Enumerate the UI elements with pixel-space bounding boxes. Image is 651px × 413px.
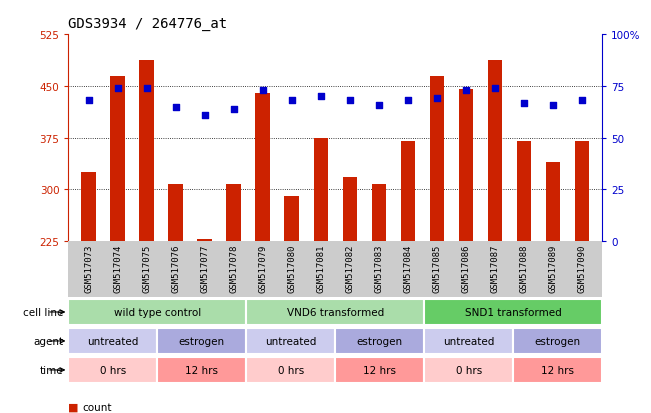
- Text: estrogen: estrogen: [179, 336, 225, 346]
- Point: [286, 98, 297, 104]
- Text: estrogen: estrogen: [534, 336, 581, 346]
- Text: GSM517084: GSM517084: [404, 244, 412, 293]
- Bar: [400, 142, 415, 242]
- Text: count: count: [83, 402, 112, 412]
- Text: GSM517077: GSM517077: [201, 244, 209, 293]
- Point: [432, 96, 442, 102]
- Text: 12 hrs: 12 hrs: [186, 365, 218, 375]
- Bar: [314, 138, 328, 242]
- Text: SND1 transformed: SND1 transformed: [465, 307, 562, 317]
- Text: GDS3934 / 264776_at: GDS3934 / 264776_at: [68, 17, 227, 31]
- Bar: [335, 328, 424, 354]
- Text: GSM517073: GSM517073: [84, 244, 93, 293]
- Text: GSM517088: GSM517088: [519, 244, 529, 293]
- Text: VND6 transformed: VND6 transformed: [286, 307, 384, 317]
- Text: wild type control: wild type control: [114, 307, 201, 317]
- Bar: [246, 328, 335, 354]
- Bar: [139, 61, 154, 242]
- Point: [113, 85, 123, 92]
- Bar: [197, 240, 212, 242]
- Point: [577, 98, 587, 104]
- Bar: [68, 299, 246, 325]
- Bar: [158, 357, 246, 383]
- Bar: [424, 328, 513, 354]
- Text: agent: agent: [33, 336, 63, 346]
- Bar: [158, 328, 246, 354]
- Text: GSM517079: GSM517079: [258, 244, 267, 293]
- Text: untreated: untreated: [443, 336, 494, 346]
- Bar: [284, 197, 299, 242]
- Text: GSM517083: GSM517083: [374, 244, 383, 293]
- Text: 12 hrs: 12 hrs: [541, 365, 574, 375]
- Text: GSM517082: GSM517082: [345, 244, 354, 293]
- Text: cell line: cell line: [23, 307, 63, 317]
- Bar: [169, 185, 183, 242]
- Text: GSM517089: GSM517089: [548, 244, 557, 293]
- Bar: [513, 357, 602, 383]
- Bar: [517, 142, 531, 242]
- Text: GSM517078: GSM517078: [229, 244, 238, 293]
- Text: GSM517075: GSM517075: [142, 244, 151, 293]
- Bar: [246, 299, 424, 325]
- Point: [461, 88, 471, 94]
- Text: untreated: untreated: [265, 336, 316, 346]
- Bar: [68, 357, 158, 383]
- Bar: [424, 299, 602, 325]
- Text: estrogen: estrogen: [357, 336, 403, 346]
- Text: 12 hrs: 12 hrs: [363, 365, 396, 375]
- Bar: [342, 178, 357, 242]
- Bar: [513, 328, 602, 354]
- Bar: [246, 357, 335, 383]
- Point: [519, 100, 529, 107]
- Text: GSM517074: GSM517074: [113, 244, 122, 293]
- Point: [344, 98, 355, 104]
- Text: GSM517080: GSM517080: [287, 244, 296, 293]
- Bar: [488, 61, 502, 242]
- Text: GSM517081: GSM517081: [316, 244, 326, 293]
- Text: GSM517076: GSM517076: [171, 244, 180, 293]
- Bar: [81, 173, 96, 242]
- Bar: [546, 162, 560, 242]
- Text: 0 hrs: 0 hrs: [456, 365, 482, 375]
- Point: [141, 85, 152, 92]
- Bar: [430, 76, 444, 242]
- Text: GSM517090: GSM517090: [577, 244, 587, 293]
- Text: GSM517085: GSM517085: [432, 244, 441, 293]
- Point: [199, 112, 210, 119]
- Bar: [372, 185, 386, 242]
- Text: 0 hrs: 0 hrs: [278, 365, 304, 375]
- Text: time: time: [40, 365, 63, 375]
- Bar: [335, 357, 424, 383]
- Text: 0 hrs: 0 hrs: [100, 365, 126, 375]
- Bar: [255, 94, 270, 242]
- Text: ■: ■: [68, 402, 79, 412]
- Point: [402, 98, 413, 104]
- Point: [316, 94, 326, 100]
- Point: [83, 98, 94, 104]
- Bar: [68, 328, 158, 354]
- Text: GSM517087: GSM517087: [490, 244, 499, 293]
- Text: untreated: untreated: [87, 336, 139, 346]
- Point: [258, 88, 268, 94]
- Bar: [227, 185, 241, 242]
- Point: [547, 102, 558, 109]
- Point: [171, 104, 181, 111]
- Bar: [458, 90, 473, 242]
- Bar: [575, 142, 589, 242]
- Point: [490, 85, 500, 92]
- Text: GSM517086: GSM517086: [462, 244, 470, 293]
- Point: [229, 106, 239, 113]
- Bar: [424, 357, 513, 383]
- Point: [374, 102, 384, 109]
- Bar: [111, 76, 125, 242]
